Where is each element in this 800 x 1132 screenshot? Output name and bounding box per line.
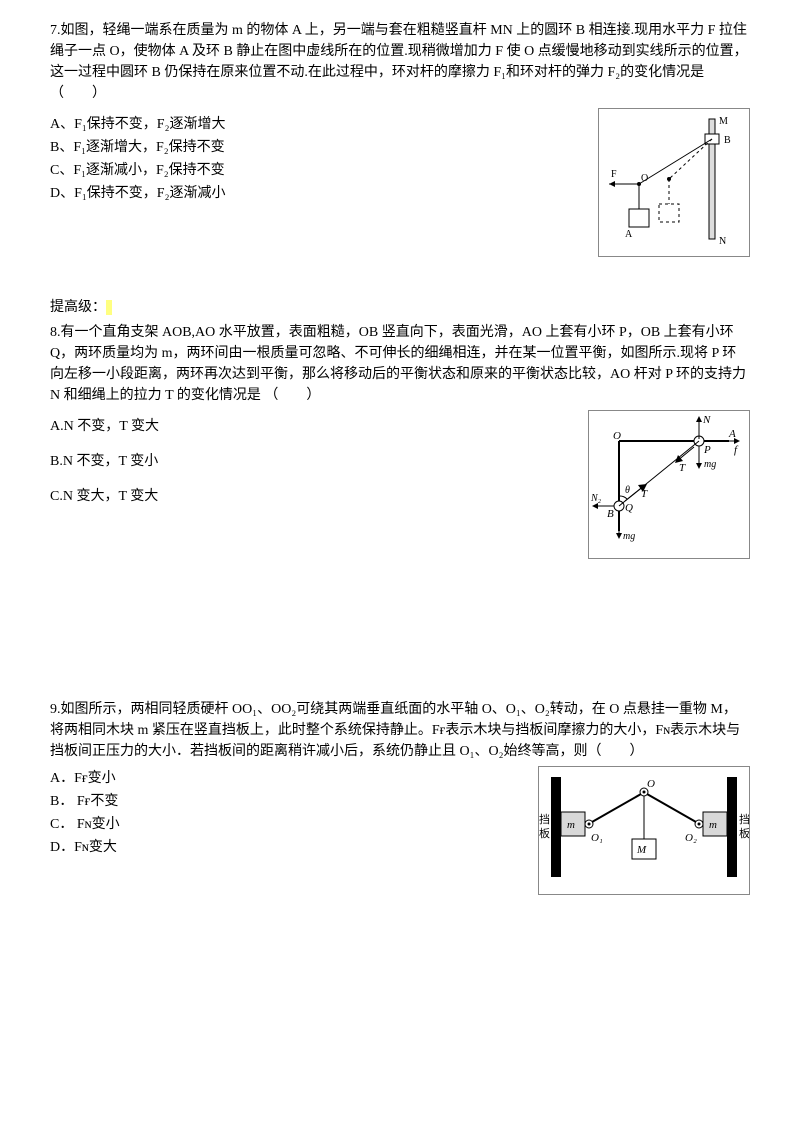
q9-label-o: O bbox=[647, 778, 655, 790]
q8-options: A.N 不变，T 变大 B.N 不变，T 变小 C.N 变大，T 变大 bbox=[50, 414, 568, 509]
q7-opt-b: B、F₁逐渐增大，F₂保持不变 bbox=[50, 137, 578, 158]
section-text: 提高级： bbox=[50, 300, 106, 315]
q8-label-a: A bbox=[728, 428, 736, 440]
q9-stem: 9.如图所示，两相同轻质硬杆 OO₁、OO₂可绕其两端垂直纸面的水平轴 O、O₁… bbox=[50, 699, 750, 762]
q7-figure: M N B O F A bbox=[598, 108, 750, 257]
q7-label-m: M bbox=[719, 116, 728, 127]
q7-opt-c: C、F₁逐渐减小，F₂保持不变 bbox=[50, 160, 578, 181]
q7-options: A、F₁保持不变，F₂逐渐增大 B、F₁逐渐增大，F₂保持不变 C、F₁逐渐减小… bbox=[50, 112, 578, 206]
question-8: 8.有一个直角支架 AOB,AO 水平放置，表面粗糙，OB 竖直向下，表面光滑，… bbox=[50, 322, 750, 559]
q8-body: A.N 不变，T 变大 B.N 不变，T 变小 C.N 变大，T 变大 O A … bbox=[50, 410, 750, 559]
q9-opt-c: C． Fɴ变小 bbox=[50, 814, 518, 835]
q9-label-m-r: m bbox=[709, 819, 717, 831]
q8-label-o: O bbox=[613, 430, 621, 442]
q8-figure: O A B P Q N f bbox=[588, 410, 750, 559]
question-9: 9.如图所示，两相同轻质硬杆 OO₁、OO₂可绕其两端垂直纸面的水平轴 O、O₁… bbox=[50, 699, 750, 895]
q8-label-p: P bbox=[703, 444, 711, 456]
q8-label-t2: T bbox=[641, 488, 648, 500]
question-7: 7.如图，轻绳一端系在质量为 m 的物体 A 上，另一端与套在粗糙竖直杆 MN … bbox=[50, 20, 750, 257]
q8-opt-b: B.N 不变，T 变小 bbox=[50, 451, 568, 472]
q7-stem: 7.如图，轻绳一端系在质量为 m 的物体 A 上，另一端与套在粗糙竖直杆 MN … bbox=[50, 20, 750, 104]
q8-label-t1: T bbox=[679, 462, 686, 474]
q8-stem: 8.有一个直角支架 AOB,AO 水平放置，表面粗糙，OB 竖直向下，表面光滑，… bbox=[50, 322, 750, 406]
q8-label-mg2: mg bbox=[623, 531, 635, 542]
q8-label-q: Q bbox=[625, 502, 633, 514]
q9-label-mm: M bbox=[636, 844, 647, 856]
q7-label-a: A bbox=[625, 229, 633, 240]
q9-opt-a: A．Fғ变小 bbox=[50, 768, 518, 789]
q9-figure: 挡 板 挡 板 m m O₁ O₂ bbox=[538, 766, 750, 895]
q9-opt-d: D．Fɴ变大 bbox=[50, 837, 518, 858]
q7-label-o: O bbox=[641, 173, 648, 184]
q8-opt-c: C.N 变大，T 变大 bbox=[50, 486, 568, 507]
q7-opt-a: A、F₁保持不变，F₂逐渐增大 bbox=[50, 114, 578, 135]
q7-opt-d: D、F₁保持不变，F₂逐渐减小 bbox=[50, 183, 578, 204]
q9-label-board-l2: 板 bbox=[539, 826, 550, 840]
q8-label-n2: N₂ bbox=[590, 493, 602, 504]
q9-opt-b: B． Fғ不变 bbox=[50, 791, 518, 812]
q8-label-mg1: mg bbox=[704, 459, 716, 470]
q9-label-o2: O₂ bbox=[685, 832, 697, 844]
q8-label-theta: θ bbox=[625, 485, 630, 496]
q9-label-board-l1: 挡 bbox=[539, 812, 550, 826]
q9-label-m-l: m bbox=[567, 819, 575, 831]
q9-body: A．Fғ变小 B． Fғ不变 C． Fɴ变小 D．Fɴ变大 挡 板 挡 板 m … bbox=[50, 766, 750, 895]
q9-label-board-r2: 板 bbox=[739, 826, 749, 840]
spacer bbox=[50, 599, 750, 699]
q8-label-bb: B bbox=[607, 508, 614, 520]
section-label: 提高级： bbox=[50, 297, 750, 318]
q7-label-b: B bbox=[724, 135, 731, 146]
q8-label-nn: N bbox=[702, 414, 711, 426]
q9-label-board-r1: 挡 bbox=[739, 812, 749, 826]
q8-label-ff: f bbox=[734, 444, 739, 456]
highlight-spot bbox=[106, 300, 112, 315]
q9-options: A．Fғ变小 B． Fғ不变 C． Fɴ变小 D．Fɴ变大 bbox=[50, 766, 518, 860]
q9-label-o1: O₁ bbox=[591, 832, 603, 844]
q8-opt-a: A.N 不变，T 变大 bbox=[50, 416, 568, 437]
q7-body: A、F₁保持不变，F₂逐渐增大 B、F₁逐渐增大，F₂保持不变 C、F₁逐渐减小… bbox=[50, 108, 750, 257]
q7-label-f: F bbox=[611, 169, 617, 180]
q7-label-n: N bbox=[719, 236, 726, 247]
